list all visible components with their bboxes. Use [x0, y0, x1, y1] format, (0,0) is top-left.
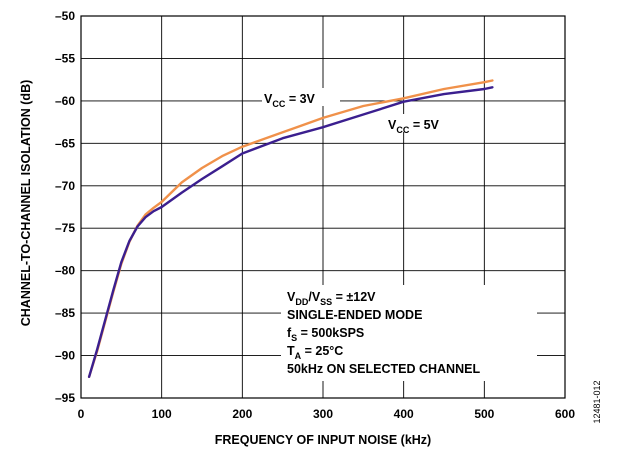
annotation-line: 50kHz ON SELECTED CHANNEL: [287, 362, 480, 376]
y-tick-label: –55: [55, 51, 75, 65]
y-tick-label: –95: [55, 391, 75, 405]
y-tick-label: –90: [55, 349, 75, 363]
series-line-1: [87, 86, 494, 378]
annotation-line: fS = 500kSPS: [287, 326, 364, 343]
y-tick-label: –85: [55, 306, 75, 320]
y-axis-title: CHANNEL-TO-CHANNEL ISOLATION (dB): [19, 80, 33, 327]
series-lines: [87, 79, 494, 378]
figure-id: 12481-012: [592, 380, 602, 423]
x-tick-label: 300: [313, 407, 333, 421]
x-tick-label: 400: [394, 407, 414, 421]
y-tick-label: –80: [55, 264, 75, 278]
x-tick-label: 200: [232, 407, 252, 421]
x-axis-title: FREQUENCY OF INPUT NOISE (kHz): [215, 433, 431, 447]
annotation-line: VDD/VSS = ±12V: [287, 290, 376, 307]
series-label-vcc-5v: VCC = 5V: [386, 114, 464, 135]
annotation-line: SINGLE-ENDED MODE: [287, 308, 422, 322]
y-tick-label: –65: [55, 136, 75, 150]
x-tick-label: 500: [474, 407, 494, 421]
y-tick-label: –75: [55, 221, 75, 235]
svg-text:VCC = 3V: VCC = 3V: [264, 92, 316, 109]
plot-frame: [80, 15, 566, 399]
y-tick-label: –60: [55, 94, 75, 108]
x-tick-label: 600: [555, 407, 575, 421]
annotation-line: TA = 25°C: [287, 344, 343, 361]
x-tick-label: 100: [152, 407, 172, 421]
series-label-vcc-3v: VCC = 3V: [262, 88, 340, 109]
y-tick-labels: –95 –90 –85 –80 –75 –70 –65 –60 –55 –50: [55, 9, 75, 405]
y-tick-label: –70: [55, 179, 75, 193]
y-tick-label: –50: [55, 9, 75, 23]
svg-text:VCC = 5V: VCC = 5V: [388, 118, 440, 135]
x-tick-label: 0: [78, 407, 85, 421]
x-tick-labels: 0 100 200 300 400 500 600: [78, 407, 576, 421]
